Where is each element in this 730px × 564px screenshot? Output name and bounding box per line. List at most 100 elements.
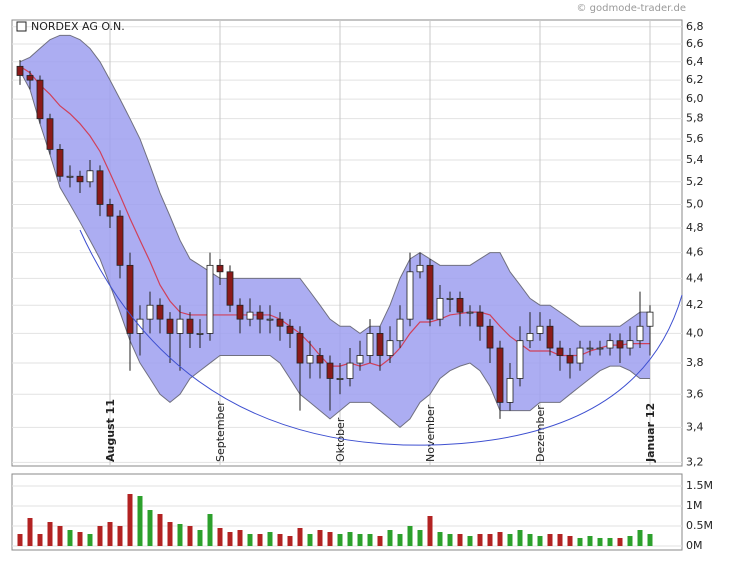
y-tick-label: 4,4 bbox=[686, 271, 704, 284]
y-tick-label: 4,2 bbox=[686, 298, 704, 311]
candle-body bbox=[466, 311, 474, 314]
y-tick-label: 4,6 bbox=[686, 246, 704, 259]
volume-bar bbox=[167, 522, 173, 546]
volume-bar bbox=[367, 534, 373, 546]
y-tick-label: 0.5M bbox=[686, 519, 713, 532]
candle-body bbox=[396, 318, 404, 342]
volume-bar bbox=[447, 534, 453, 546]
volume-bar bbox=[27, 518, 33, 546]
candle-body bbox=[176, 318, 184, 334]
candle-body bbox=[406, 271, 414, 320]
volume-bar bbox=[137, 496, 143, 546]
candle-body bbox=[456, 297, 464, 313]
volume-bar bbox=[207, 514, 213, 546]
candle-body bbox=[366, 333, 374, 356]
candle-body bbox=[206, 264, 214, 334]
candle-body bbox=[336, 378, 344, 380]
y-tick-label: 6,0 bbox=[686, 92, 704, 105]
volume-bar bbox=[427, 516, 433, 546]
candle-body bbox=[506, 378, 514, 403]
x-tick-label: Januar 12 bbox=[644, 403, 657, 463]
volume-bar bbox=[377, 536, 383, 546]
candle-body bbox=[16, 65, 24, 76]
y-tick-label: 3,6 bbox=[686, 387, 704, 400]
candle-body bbox=[616, 340, 624, 349]
y-tick-label: 4,0 bbox=[686, 326, 704, 339]
candle-body bbox=[536, 325, 544, 334]
candle-body bbox=[546, 325, 554, 349]
candle-body bbox=[306, 355, 314, 364]
y-tick-label: 5,6 bbox=[686, 132, 704, 145]
volume-bar bbox=[17, 534, 23, 546]
volume-bar bbox=[347, 532, 353, 546]
volume-bar bbox=[117, 526, 123, 546]
volume-bar bbox=[307, 534, 313, 546]
candle-body bbox=[226, 271, 234, 306]
candle-body bbox=[626, 340, 634, 349]
volume-bar bbox=[457, 534, 463, 546]
volume-bar bbox=[67, 530, 73, 546]
watermark: © godmode-trader.de bbox=[577, 3, 687, 14]
volume-bar bbox=[237, 530, 243, 546]
volume-bar bbox=[47, 522, 53, 546]
volume-bar bbox=[627, 536, 633, 546]
volume-bar bbox=[97, 526, 103, 546]
x-tick-label: November bbox=[424, 404, 437, 462]
volume-bar bbox=[147, 510, 153, 546]
volume-bar bbox=[497, 532, 503, 546]
volume-bar bbox=[317, 530, 323, 546]
candle-body bbox=[646, 311, 654, 327]
candle-body bbox=[56, 148, 64, 177]
candle-body bbox=[286, 325, 294, 334]
volume-bar bbox=[77, 532, 83, 546]
candle-body bbox=[86, 170, 94, 183]
x-tick-label: Dezember bbox=[534, 405, 547, 462]
volume-bar bbox=[327, 532, 333, 546]
candle-body bbox=[116, 215, 124, 266]
volume-bar bbox=[297, 528, 303, 546]
candle-body bbox=[36, 79, 44, 120]
candle-body bbox=[326, 362, 334, 379]
volume-bar bbox=[357, 534, 363, 546]
candle-body bbox=[586, 347, 594, 350]
volume-bar bbox=[227, 532, 233, 546]
cup-arc bbox=[79, 229, 683, 446]
candle-body bbox=[246, 311, 254, 320]
candle-body bbox=[596, 347, 604, 350]
x-tick-label: August 11 bbox=[104, 399, 117, 462]
y-tick-label: 5,0 bbox=[686, 197, 704, 210]
lower-band bbox=[19, 70, 650, 428]
candle-body bbox=[486, 325, 494, 349]
candle-body bbox=[426, 264, 434, 320]
y-tick-label: 3,8 bbox=[686, 356, 704, 369]
candle-body bbox=[346, 362, 354, 379]
volume-bar bbox=[577, 538, 583, 546]
candle-body bbox=[216, 264, 224, 273]
volume-bar bbox=[617, 538, 623, 546]
candle-body bbox=[236, 304, 244, 320]
candle-body bbox=[446, 297, 454, 300]
candle-body bbox=[66, 175, 74, 178]
candle-body bbox=[186, 318, 194, 334]
volume-bar bbox=[637, 530, 643, 546]
volume-bar bbox=[127, 494, 133, 546]
volume-bar bbox=[487, 534, 493, 546]
candle-body bbox=[26, 75, 34, 81]
y-tick-label: 3,4 bbox=[686, 420, 704, 433]
x-tick-label: September bbox=[214, 401, 227, 462]
candle-body bbox=[266, 318, 274, 321]
chart-title: NORDEX AG O.N. bbox=[31, 20, 125, 33]
y-tick-label: 5,2 bbox=[686, 175, 704, 188]
candle-body bbox=[106, 204, 114, 217]
candle-body bbox=[606, 340, 614, 349]
volume-bar bbox=[257, 534, 263, 546]
volume-bar bbox=[87, 534, 93, 546]
candle-body bbox=[576, 347, 584, 364]
candle-body bbox=[276, 318, 284, 327]
middle-band bbox=[19, 65, 650, 367]
plot-layer: 3,2 3,4 3,6 3,8 4,0 4,2 4,4 4,6 4,8 5,0 5,2 5,4 5,6 5… bbox=[12, 20, 713, 552]
y-tick-label: 6,4 bbox=[686, 55, 704, 68]
volume-bar bbox=[397, 534, 403, 546]
volume-bar bbox=[37, 534, 43, 546]
